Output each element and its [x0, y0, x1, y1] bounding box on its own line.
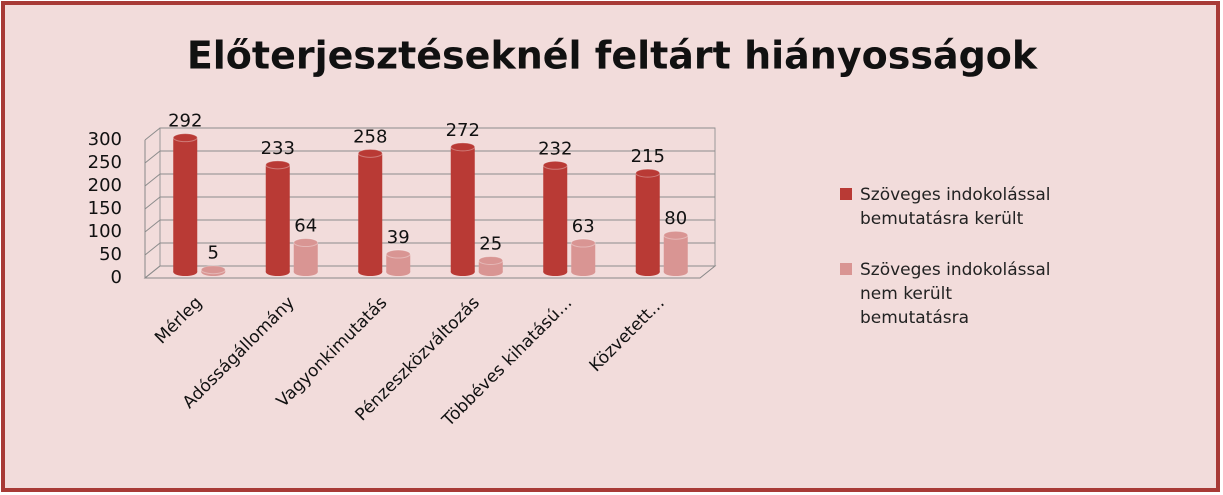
y-tick-label: 0 [111, 267, 122, 288]
data-label: 5 [208, 243, 219, 264]
bar [450, 142, 476, 276]
grid-line [144, 219, 715, 233]
bar [542, 160, 568, 276]
bar [478, 256, 504, 276]
chart-title: Előterjesztéseknél feltárt hiányosságok [187, 34, 1038, 78]
data-label: 63 [572, 216, 595, 237]
data-label: 292 [168, 111, 202, 132]
bar [635, 168, 661, 276]
grid-line [144, 265, 715, 279]
bar [200, 265, 226, 276]
legend-swatch [840, 188, 852, 200]
bar [663, 230, 689, 276]
grid-line [144, 196, 715, 210]
data-label: 233 [261, 138, 295, 159]
y-tick-label: 150 [88, 198, 122, 219]
data-label: 39 [387, 227, 410, 248]
grid-line [144, 173, 715, 187]
data-label: 215 [631, 146, 665, 167]
grid-line [144, 150, 715, 164]
data-label: 80 [664, 208, 687, 229]
grid-line [144, 242, 715, 256]
data-label: 258 [353, 126, 387, 147]
y-tick-label: 200 [88, 175, 122, 196]
y-tick-label: 50 [99, 244, 122, 265]
y-tick-label: 250 [88, 152, 122, 173]
y-tick-label: 300 [88, 129, 122, 150]
bar [172, 133, 198, 276]
bar [293, 238, 319, 276]
legend-entry: Szöveges indokolással bemutatásra került [860, 185, 1051, 229]
data-label: 272 [446, 120, 480, 141]
grid-line [144, 127, 715, 141]
bar [265, 160, 291, 276]
y-tick-label: 100 [88, 221, 122, 242]
bar [357, 148, 383, 276]
data-label: 64 [294, 216, 317, 237]
bar [385, 249, 411, 276]
data-label: 232 [538, 138, 572, 159]
legend-entry: Szöveges indokolással nem került bemutat… [860, 260, 1051, 328]
legend-swatch [840, 263, 852, 275]
data-label: 25 [479, 234, 502, 255]
bar [570, 238, 596, 276]
